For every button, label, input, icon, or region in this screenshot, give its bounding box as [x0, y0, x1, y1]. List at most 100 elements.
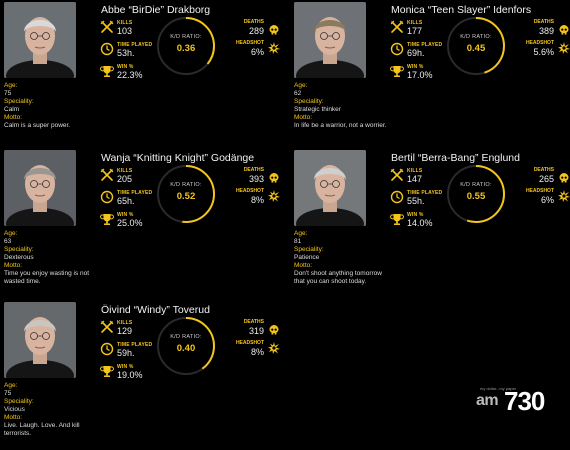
stat-time-value: 59h. [117, 348, 135, 358]
player-portrait [4, 150, 76, 226]
stat-win-value: 14.0% [407, 218, 433, 228]
age-label: Age: [4, 230, 18, 237]
player-bio: Age: 63 Speciality: Dexterous Motto: Time you… [4, 230, 104, 286]
kd-ratio-arc [157, 17, 215, 75]
stat-kills-label: KILLS [117, 20, 133, 26]
stat-deaths-value: 289 [248, 26, 264, 36]
stat-time-value: 55h. [407, 196, 425, 206]
stat-time-label: TIME PLAYED [117, 342, 153, 348]
player-portrait [294, 2, 366, 78]
clock-icon [100, 342, 114, 356]
clock-icon [390, 42, 404, 56]
logo-number: 730 [504, 386, 545, 416]
motto-value: Calm is a super power. [4, 122, 71, 129]
stat-deaths-value: 389 [538, 26, 554, 36]
age-label: Age: [294, 230, 308, 237]
stat-win-value: 19.0% [117, 370, 143, 380]
logo-tagline: my dollar...my paper [480, 386, 517, 391]
stat-kills-label: KILLS [117, 320, 133, 326]
age-value: 75 [4, 90, 12, 97]
speciality-label: Speciality: [4, 246, 34, 253]
trophy-icon [390, 212, 404, 226]
age-label: Age: [4, 382, 18, 389]
stat-win-label: WIN % [117, 364, 134, 370]
stat-headshot-value: 5.6% [533, 47, 554, 57]
speciality-label: Speciality: [294, 98, 324, 105]
stat-headshot: HEADSHOT 5.6% [510, 40, 554, 57]
stat-time-value: 53h. [117, 48, 135, 58]
crossed-swords-icon [100, 320, 114, 334]
stat-deaths-value: 393 [248, 174, 264, 184]
stat-kills-value: 129 [117, 326, 133, 336]
kd-ratio-label: K/D RATIO: [170, 34, 202, 40]
player-name: Öivind “Windy” Toverud [101, 304, 210, 316]
motto-label: Motto: [4, 414, 23, 421]
player-name: Abbe “BirDie” Drakborg [101, 4, 211, 16]
player-bio: Age: 81 Speciality: Patience Motto: Don't sho… [294, 230, 394, 286]
speciality-label: Speciality: [294, 246, 324, 253]
stat-headshot-value: 8% [250, 347, 264, 357]
kd-ratio-gauge: K/D RATIO: 0.36 [154, 14, 218, 78]
speciality-value: Strategic thinker [294, 106, 341, 113]
motto-value: Live. Laugh. Love. And kill terrorists. [4, 422, 80, 437]
stat-win-label: WIN % [117, 64, 134, 70]
stat-headshot: HEADSHOT 6% [220, 40, 264, 57]
stat-kills-value: 147 [407, 174, 423, 184]
age-label: Age: [4, 82, 18, 89]
stat-deaths-label: DEATHS [243, 319, 264, 325]
speciality-label: Speciality: [4, 98, 34, 105]
player-card: Monica “Teen Slayer” Idenfors KILLS 177 TIM… [290, 0, 570, 150]
stat-headshot-label: HEADSHOT [235, 40, 264, 46]
motto-label: Motto: [4, 262, 23, 269]
stat-deaths-label: DEATHS [243, 167, 264, 173]
stat-kills-value: 177 [407, 26, 423, 36]
player-name: Monica “Teen Slayer” Idenfors [391, 4, 532, 16]
stat-time-label: TIME PLAYED [407, 190, 443, 196]
stat-deaths-value: 319 [248, 326, 264, 336]
kd-ratio-value: 0.52 [176, 191, 196, 202]
stat-time-value: 69h. [407, 48, 425, 58]
player-bio: Age: 75 Speciality: Vicious Motto: Live. Laug… [4, 382, 104, 438]
kd-ratio-gauge: K/D RATIO: 0.40 [154, 314, 218, 378]
skull-icon [268, 24, 280, 36]
clock-icon [390, 190, 404, 204]
player-card: Wanja “Knitting Knight” Godänge KILLS 205 T… [0, 148, 280, 298]
clock-icon [100, 190, 114, 204]
speciality-value: Vicious [4, 406, 25, 413]
age-value: 81 [294, 238, 302, 245]
player-bio: Age: 62 Speciality: Strategic thinker Motto:… [294, 82, 394, 130]
stat-kills-label: KILLS [117, 168, 133, 174]
stat-time-label: TIME PLAYED [117, 42, 153, 48]
clock-icon [100, 42, 114, 56]
stat-win-value: 25.0% [117, 218, 143, 228]
stat-deaths: DEATHS 393 [220, 167, 264, 184]
stat-headshot-value: 6% [250, 47, 264, 57]
player-name: Wanja “Knitting Knight” Godänge [101, 152, 255, 164]
stat-headshot-label: HEADSHOT [525, 188, 554, 194]
kd-ratio-value: 0.45 [466, 43, 486, 54]
crossed-swords-icon [100, 20, 114, 34]
stat-headshot-label: HEADSHOT [235, 340, 264, 346]
stat-deaths-label: DEATHS [533, 167, 554, 173]
stat-deaths: DEATHS 389 [510, 19, 554, 36]
player-card: Abbe “BirDie” Drakborg KILLS 103 TIME PLAYE… [0, 0, 280, 150]
kd-ratio-label: K/D RATIO: [460, 34, 492, 40]
stat-kills-value: 205 [117, 174, 133, 184]
motto-label: Motto: [294, 114, 313, 121]
headshot-burst-icon [558, 42, 570, 54]
stat-deaths-label: DEATHS [243, 19, 264, 25]
kd-ratio-gauge: K/D RATIO: 0.52 [154, 162, 218, 226]
stat-kills-label: KILLS [407, 168, 423, 174]
skull-icon [268, 324, 280, 336]
kd-ratio-arc [447, 17, 505, 75]
speciality-label: Speciality: [4, 398, 34, 405]
player-card: Öivind “Windy” Toverud KILLS 129 TIME PLAYE… [0, 300, 280, 450]
skull-icon [558, 172, 570, 184]
kd-ratio-value: 0.40 [176, 343, 196, 354]
stat-deaths-label: DEATHS [533, 19, 554, 25]
crossed-swords-icon [100, 168, 114, 182]
kd-ratio-arc [157, 317, 215, 375]
trophy-icon [100, 212, 114, 226]
motto-label: Motto: [4, 114, 23, 121]
stat-kills-label: KILLS [407, 20, 423, 26]
